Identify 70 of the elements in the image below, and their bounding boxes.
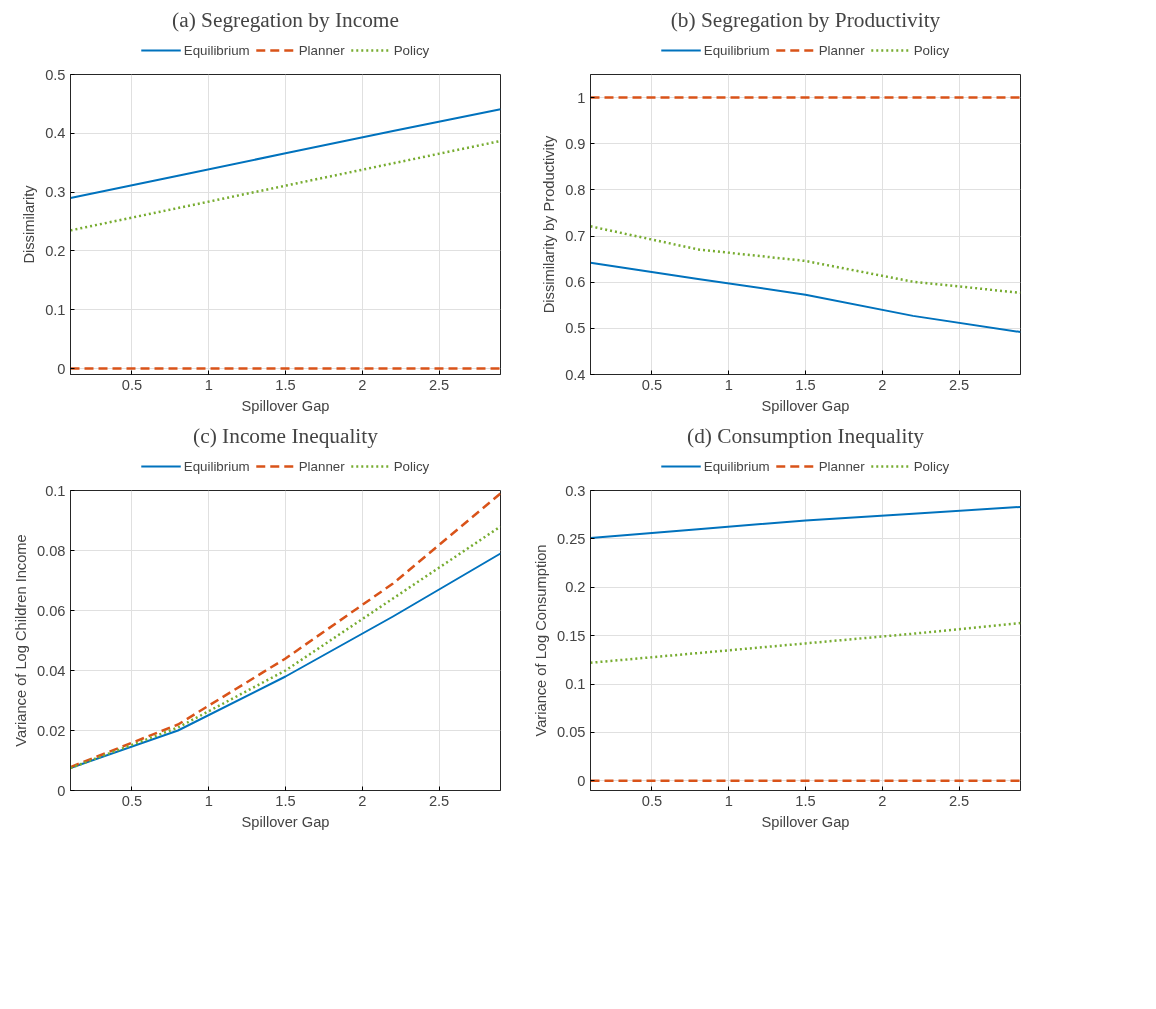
y-tick-label: 0.6 xyxy=(565,274,586,291)
x-tick-label: 0.5 xyxy=(121,792,143,809)
chart-title: (b) Segregation by Productivity xyxy=(670,7,941,32)
y-tick-label: 0.7 xyxy=(565,228,586,245)
x-tick-label: 2.5 xyxy=(428,376,450,393)
legend-label: Planner xyxy=(298,458,345,474)
x-tick-label: 1.5 xyxy=(795,376,816,393)
x-axis-title: Spillover Gap xyxy=(241,397,330,414)
y-tick-label: 0.4 xyxy=(45,125,66,142)
y-tick-label: 0.5 xyxy=(45,66,66,83)
x-tick-label: 2 xyxy=(878,376,887,393)
y-tick-label: 0.8 xyxy=(565,181,586,198)
y-tick-label: 0.06 xyxy=(36,602,66,619)
legend-label: Equilibrium xyxy=(183,42,250,58)
y-tick-label: 0.02 xyxy=(36,722,66,739)
legend-label: Policy xyxy=(393,458,430,474)
legend-label: Planner xyxy=(298,42,345,58)
x-tick-label: 1.5 xyxy=(795,792,816,809)
y-tick-label: 0.1 xyxy=(45,482,66,499)
y-tick-label: 0.1 xyxy=(45,301,66,318)
y-tick-label: 0.3 xyxy=(565,482,586,499)
x-tick-label: 2.5 xyxy=(948,376,970,393)
y-tick-label: 0.2 xyxy=(45,242,66,259)
x-tick-label: 2.5 xyxy=(948,792,970,809)
x-tick-label: 2 xyxy=(878,792,887,809)
x-tick-label: 1 xyxy=(724,376,733,393)
legend-label: Planner xyxy=(818,458,865,474)
y-tick-label: 0.04 xyxy=(36,662,66,679)
y-tick-label: 0.5 xyxy=(565,320,586,337)
x-axis-title: Spillover Gap xyxy=(761,397,850,414)
y-tick-label: 0.25 xyxy=(556,530,586,547)
x-tick-label: 0.5 xyxy=(641,792,663,809)
x-tick-label: 1.5 xyxy=(275,792,296,809)
y-tick-label: 0.15 xyxy=(556,627,586,644)
legend-label: Equilibrium xyxy=(183,458,250,474)
x-axis-title: Spillover Gap xyxy=(761,813,850,830)
legend-label: Policy xyxy=(393,42,430,58)
x-tick-label: 1 xyxy=(204,792,213,809)
legend-label: Planner xyxy=(818,42,865,58)
x-tick-label: 2 xyxy=(358,376,367,393)
y-axis-title: Dissimilarity xyxy=(21,184,38,264)
y-tick-label: 0.3 xyxy=(45,184,66,201)
x-axis-title: Spillover Gap xyxy=(241,813,330,830)
legend-label: Equilibrium xyxy=(703,42,770,58)
y-tick-label: 0 xyxy=(57,782,66,799)
x-tick-label: 2 xyxy=(358,792,367,809)
x-tick-label: 1.5 xyxy=(275,376,296,393)
legend-label: Policy xyxy=(913,458,950,474)
x-tick-label: 1 xyxy=(724,792,733,809)
y-tick-label: 0 xyxy=(577,772,586,789)
y-tick-label: 0 xyxy=(57,360,66,377)
y-tick-label: 1 xyxy=(577,89,586,106)
chart-title: (c) Income Inequality xyxy=(193,423,379,448)
x-tick-label: 1 xyxy=(204,376,213,393)
y-tick-label: 0.2 xyxy=(565,579,586,596)
legend-label: Policy xyxy=(913,42,950,58)
chart-title: (d) Consumption Inequality xyxy=(687,423,925,448)
x-tick-label: 0.5 xyxy=(121,376,143,393)
y-axis-title: Variance of Log Consumption xyxy=(532,544,549,737)
y-tick-label: 0.9 xyxy=(565,135,586,152)
y-axis-title: Dissimilarity by Productivity xyxy=(541,135,558,314)
x-tick-label: 2.5 xyxy=(428,792,450,809)
legend-label: Equilibrium xyxy=(703,458,770,474)
chart-title: (a) Segregation by Income xyxy=(172,7,399,32)
y-axis-title: Variance of Log Children Income xyxy=(12,534,29,747)
y-tick-label: 0.08 xyxy=(36,542,66,559)
x-tick-label: 0.5 xyxy=(641,376,663,393)
y-tick-label: 0.1 xyxy=(565,676,586,693)
y-tick-label: 0.05 xyxy=(556,724,586,741)
y-tick-label: 0.4 xyxy=(565,366,586,383)
